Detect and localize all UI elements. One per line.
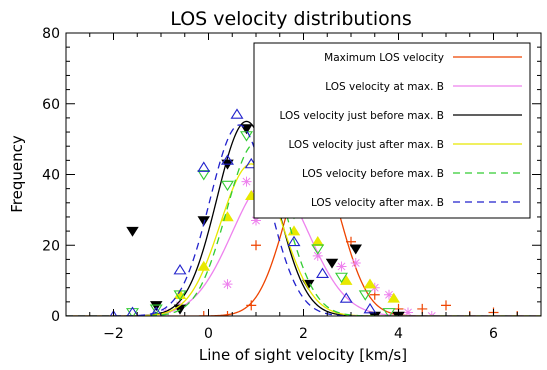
data-point <box>246 300 257 311</box>
data-point <box>339 292 353 303</box>
data-point <box>335 272 348 284</box>
data-point <box>251 215 261 226</box>
data-point <box>222 311 233 316</box>
y-tick-label: 20 <box>42 238 60 254</box>
data-point <box>173 289 187 300</box>
x-tick-label: 2 <box>299 326 308 342</box>
legend-label: Maximum LOS velocity <box>324 52 444 64</box>
data-point <box>325 258 339 269</box>
data-point <box>109 310 118 316</box>
x-tick-label: 6 <box>489 326 498 342</box>
legend-label: LOS velocity after max. B <box>311 197 444 209</box>
legend-label: LOS velocity at max. B <box>325 81 444 93</box>
data-point <box>126 306 139 316</box>
data-point <box>349 244 362 255</box>
data-point <box>198 311 209 316</box>
legend-label: LOS velocity just before max. B <box>280 110 445 122</box>
data-point <box>222 279 233 290</box>
data-point <box>150 301 163 312</box>
x-tick-label: −2 <box>103 326 124 342</box>
data-point <box>441 300 451 311</box>
data-point <box>197 161 211 172</box>
data-point <box>197 170 211 181</box>
data-point <box>316 267 329 278</box>
data-point <box>363 278 377 289</box>
data-point <box>221 180 234 192</box>
data-point <box>350 257 361 268</box>
data-point <box>403 307 413 316</box>
data-point <box>311 244 325 255</box>
data-point <box>173 264 187 275</box>
data-point <box>197 260 210 271</box>
data-point <box>126 308 139 316</box>
x-tick-label: 4 <box>394 326 403 342</box>
data-point <box>251 240 261 251</box>
data-point <box>358 290 372 301</box>
y-axis-label: Frequency <box>8 135 26 213</box>
data-point <box>149 304 163 315</box>
data-point <box>126 226 139 237</box>
data-point <box>384 289 394 300</box>
x-axis-label: Line of sight velocity [km/s] <box>199 346 407 364</box>
y-tick-label: 0 <box>51 309 60 325</box>
data-point <box>230 108 244 119</box>
legend: Maximum LOS velocity LOS velocity at max.… <box>253 42 531 219</box>
data-point <box>363 302 377 314</box>
data-point <box>387 292 400 303</box>
chart-title: LOS velocity distributions <box>170 8 411 30</box>
data-point <box>340 274 353 285</box>
data-point <box>287 235 301 247</box>
y-tick-label: 40 <box>42 168 60 184</box>
legend-label: LOS velocity just after max. B <box>288 139 444 151</box>
data-point <box>312 250 323 261</box>
data-point <box>221 154 234 165</box>
data-point <box>150 306 163 316</box>
data-point <box>197 216 210 227</box>
data-point <box>336 261 347 272</box>
x-tick-label: 0 <box>204 326 213 342</box>
y-tick-label: 80 <box>42 26 60 42</box>
data-point <box>241 176 252 187</box>
y-tick-label: 60 <box>42 97 60 113</box>
legend-box <box>253 42 531 219</box>
data-point <box>311 236 324 246</box>
legend-label: LOS velocity before max. B <box>302 168 444 180</box>
data-point <box>382 308 396 316</box>
